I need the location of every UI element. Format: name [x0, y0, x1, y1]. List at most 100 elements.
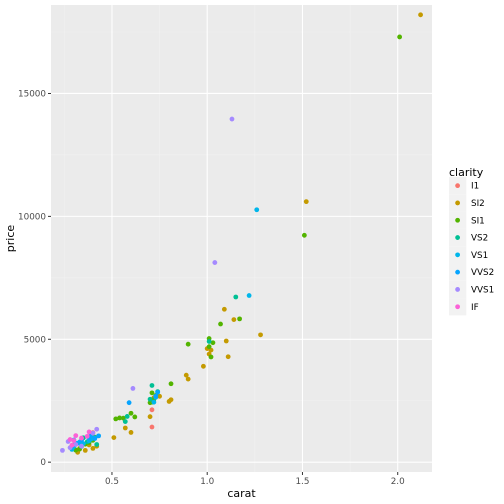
data-point-vvs2 [96, 433, 102, 439]
data-point-si2 [122, 425, 128, 431]
data-point-vvs1 [130, 386, 136, 391]
x-axis-title: carat [227, 487, 256, 500]
data-point-if [79, 435, 84, 441]
data-point-si1 [168, 381, 174, 387]
data-point-i1 [149, 407, 155, 413]
data-point-if [84, 433, 90, 439]
data-point-si2 [185, 376, 191, 382]
data-point-si2 [111, 435, 117, 440]
data-point-si1 [301, 232, 307, 238]
legend-key-point [455, 304, 460, 310]
data-point-si1 [208, 354, 214, 360]
legend-key-point [455, 200, 460, 206]
data-point-vs1 [151, 399, 157, 405]
data-point-vs2 [124, 414, 130, 419]
data-point-si2 [157, 393, 162, 399]
y-tick-label: 0 [40, 458, 46, 468]
data-point-si1 [117, 415, 122, 421]
data-point-si1 [237, 316, 242, 322]
data-point-si1 [206, 344, 212, 350]
data-point-si2 [166, 399, 172, 404]
data-point-si1 [128, 410, 134, 416]
data-point-si1 [149, 390, 155, 396]
data-point-si2 [258, 332, 263, 338]
data-point-si2 [128, 430, 134, 435]
data-point-si2 [225, 354, 231, 360]
legend-label: I1 [471, 182, 479, 192]
legend-key-point [455, 235, 460, 240]
data-point-vvs1 [90, 430, 96, 436]
legend-label: VVS1 [471, 286, 494, 296]
legend-key-point [455, 269, 460, 275]
x-tick-label: 2.0 [391, 477, 405, 487]
legend-key-point [455, 252, 460, 258]
legend: clarity I1 SI2 SI1 VS2 VS1 VVS2 VVS1 IF [449, 166, 494, 316]
minor-gridlines [51, 5, 432, 472]
data-point-si1 [132, 414, 138, 420]
data-point-vvs2 [155, 389, 161, 395]
x-tick-label: 1.0 [200, 477, 214, 487]
data-point-vs2 [147, 396, 153, 402]
data-point-if [86, 429, 92, 435]
y-tick-label: 5000 [24, 335, 47, 345]
data-point-si1 [218, 321, 223, 327]
legend-label: VS1 [471, 251, 488, 261]
data-point-if [71, 438, 77, 443]
data-point-vs1 [246, 293, 252, 298]
data-point-if [69, 442, 75, 448]
data-point-vs2 [149, 383, 155, 388]
legend-label: VS2 [471, 234, 488, 244]
legend-items: I1 SI2 SI1 VS2 VS1 VVS2 VVS1 IF [449, 177, 494, 316]
legend-label: IF [471, 303, 479, 313]
y-axis-ticks: 0 5000 10000 15000 [18, 89, 51, 468]
data-point-si2 [147, 414, 153, 420]
data-point-if [67, 437, 73, 442]
y-tick-label: 10000 [18, 212, 46, 222]
data-point-vvs1 [60, 447, 65, 453]
data-point-if [73, 433, 79, 439]
data-point-vs1 [254, 207, 260, 213]
x-tick-label: 1.5 [295, 477, 309, 487]
major-gridlines [51, 5, 432, 472]
legend-title: clarity [449, 166, 484, 179]
data-point-si1 [210, 340, 216, 346]
data-point-si2 [90, 446, 96, 451]
y-tick-label: 15000 [18, 89, 46, 99]
data-point-si2 [201, 363, 206, 369]
data-point-si1 [113, 416, 119, 422]
legend-label: VVS2 [471, 268, 494, 278]
legend-label: SI1 [471, 216, 485, 226]
data-point-vvs1 [79, 443, 84, 449]
data-point-vvs1 [73, 442, 79, 447]
data-point-si1 [147, 400, 153, 406]
data-point-vvs2 [153, 393, 159, 399]
x-tick-label: 0.5 [105, 477, 119, 487]
y-axis-title: price [4, 225, 17, 253]
data-point-si2 [82, 447, 88, 453]
data-point-vs2 [122, 419, 128, 425]
x-axis-ticks: 0.5 1.0 1.5 2.0 [105, 472, 405, 487]
legend-label: SI2 [471, 199, 485, 209]
data-point-vvs1 [94, 426, 100, 432]
data-point-si2 [303, 199, 309, 205]
legend-key-point [455, 287, 460, 292]
plot-panel [51, 5, 432, 472]
data-point-vvs1 [229, 116, 235, 122]
data-point-vvs1 [212, 260, 218, 265]
legend-key-point [455, 183, 460, 189]
data-point-si2 [221, 306, 227, 312]
data-point-i1 [149, 424, 155, 430]
data-point-si2 [223, 338, 229, 344]
data-point-vs2 [94, 442, 100, 447]
data-point-vvs2 [126, 400, 132, 406]
data-point-si2 [231, 317, 237, 323]
data-point-si1 [397, 34, 403, 40]
legend-key-point [455, 217, 460, 223]
data-point-si2 [418, 12, 423, 18]
data-point-vvs2 [92, 436, 98, 441]
data-point-vs2 [233, 294, 239, 300]
data-point-si1 [185, 341, 191, 347]
data-point-vs2 [206, 339, 212, 344]
data-point-si2 [183, 372, 189, 378]
